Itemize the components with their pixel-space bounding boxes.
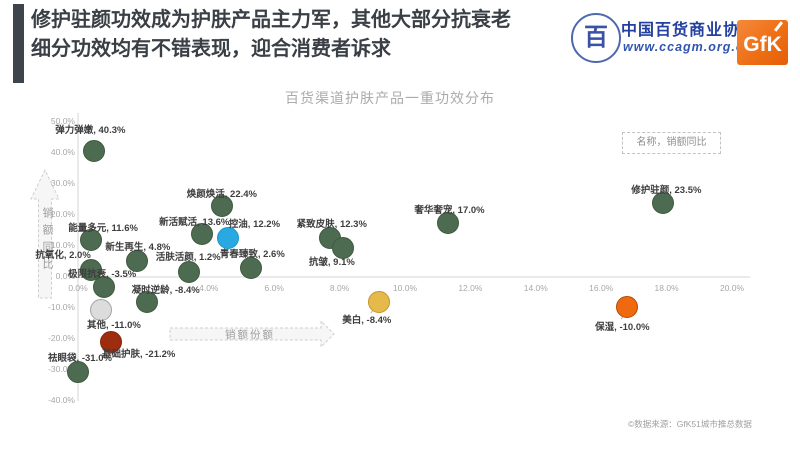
data-point-label: 紧致皮肤, 12.3% xyxy=(296,218,367,230)
association-seal-icon: 百 xyxy=(571,13,621,63)
y-tick-label: 20.0% xyxy=(50,208,75,219)
y-tick-label: -10.0% xyxy=(48,302,75,313)
data-point xyxy=(436,212,459,235)
data-point-label: 修护驻颜, 23.5% xyxy=(631,184,702,196)
data-point-label: 能量多元, 11.6% xyxy=(68,222,138,234)
data-point-label: 青春臻致, 2.6% xyxy=(219,248,285,260)
x-tick-label: 10.0% xyxy=(392,283,418,293)
data-point xyxy=(191,222,214,245)
y-tick-label: 40.0% xyxy=(50,146,75,157)
data-point-label: 保湿, -10.0% xyxy=(595,322,650,334)
x-axis-arrow-icon xyxy=(169,319,335,349)
data-point xyxy=(80,228,103,251)
data-point-label: 活肤活颜, 1.2% xyxy=(155,252,221,264)
y-tick-label: -20.0% xyxy=(48,333,75,344)
x-tick-label: 0.0% xyxy=(68,283,88,293)
y-tick-label: 30.0% xyxy=(50,177,75,188)
y-axis-caption: 销额同比 xyxy=(41,207,53,275)
data-point xyxy=(616,296,639,319)
data-point xyxy=(652,191,675,214)
data-point-label: 焕颜焕活, 22.4% xyxy=(186,189,257,201)
data-point-label: 弹力弹嫩, 40.3% xyxy=(55,124,126,136)
data-point xyxy=(210,195,233,218)
data-point-label: 凝时逆龄, -8.4% xyxy=(131,285,200,297)
page-title-line1: 修护驻颜功效成为护肤产品主力军，其他大部分抗衰老 xyxy=(31,9,511,31)
y-tick-label: -40.0% xyxy=(48,395,75,406)
data-point xyxy=(93,275,116,298)
data-point xyxy=(80,258,103,281)
data-source-note: ©数据来源：GfK51城市推总数据 xyxy=(628,419,752,429)
label-connector-lines xyxy=(197,222,626,320)
x-tick-label: 6.0% xyxy=(264,283,284,293)
title-accent-bar xyxy=(13,4,24,83)
data-point-label: 新活赋活, 13.6% xyxy=(159,216,230,228)
page-title: 修护驻颜功效成为护肤产品主力军，其他大部分抗衰老 细分功效均有不错表现，迎合消费… xyxy=(31,6,511,64)
x-tick-label: 14.0% xyxy=(523,283,548,293)
y-tick-label: 10.0% xyxy=(50,239,75,250)
data-point-label: 祛眼袋, -31.0% xyxy=(48,353,112,365)
gfk-logo-text: GfK xyxy=(743,33,782,56)
data-point-label: 美白, -8.4% xyxy=(342,315,392,327)
y-tick-label: -30.0% xyxy=(48,364,75,375)
page-title-line2: 细分功效均有不错表现，迎合消费者诉求 xyxy=(31,38,391,60)
data-point-label: 抗皱, 9.1% xyxy=(308,256,355,268)
x-tick-label: 12.0% xyxy=(458,283,483,293)
association-url: www.ccagm.org.cn xyxy=(623,40,753,54)
y-axis-arrow-icon xyxy=(30,168,60,299)
data-point xyxy=(89,299,112,322)
data-point xyxy=(125,250,148,273)
data-point xyxy=(178,261,201,284)
data-point xyxy=(67,361,89,384)
data-point xyxy=(331,236,354,259)
data-point xyxy=(217,227,240,250)
data-point-label: 其他, -11.0% xyxy=(86,320,141,332)
y-tick-label: 50.0% xyxy=(50,115,75,126)
data-point xyxy=(83,139,106,162)
data-point xyxy=(240,256,263,279)
x-tick-label: 8.0% xyxy=(329,283,350,293)
data-point xyxy=(99,330,122,353)
seal-glyph: 百 xyxy=(584,24,608,51)
data-point-label: 奢华奢宠, 17.0% xyxy=(414,205,485,217)
data-point-label: 新生再生, 4.8% xyxy=(105,242,171,254)
x-tick-label: 4.0% xyxy=(199,283,219,293)
data-point xyxy=(135,291,158,314)
association-name: 中国百货商业协会 xyxy=(621,22,758,39)
x-tick-label: 20.0% xyxy=(719,283,745,293)
x-tick-label: 18.0% xyxy=(654,283,679,293)
chart-title: 百货渠道护肤产品一重功效分布 xyxy=(285,90,495,106)
x-tick-label: 16.0% xyxy=(589,283,614,293)
y-tick-label: 0.0% xyxy=(55,271,75,281)
data-point-label: 抗氧化, 2.0% xyxy=(35,249,91,261)
data-point-label: 极限抗衰, -3.5% xyxy=(68,268,137,280)
data-point-label: 控油, 12.2% xyxy=(228,219,281,231)
x-axis-caption: 销额份额 xyxy=(225,329,275,341)
gfk-logo: GfK xyxy=(737,20,788,65)
chart-legend: 名称，销额同比 xyxy=(622,132,721,154)
data-point-label: 基础护肤, -21.2% xyxy=(101,348,176,360)
data-point xyxy=(367,291,390,314)
